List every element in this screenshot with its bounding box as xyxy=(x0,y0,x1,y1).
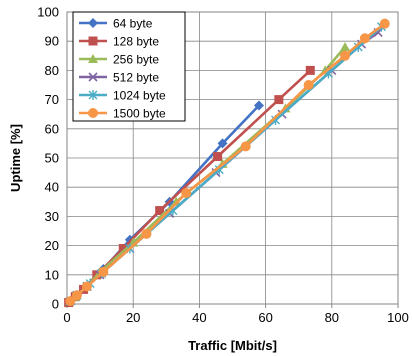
data-point-1500-byte xyxy=(303,80,314,90)
x-tick-label: 20 xyxy=(126,310,140,325)
x-tick-label: 0 xyxy=(63,310,70,325)
legend-item-64-byte: 64 byte xyxy=(79,17,153,31)
data-point-256-byte xyxy=(340,42,351,52)
y-tick-label: 60 xyxy=(45,121,59,136)
legend-label: 512 byte xyxy=(113,71,159,85)
data-point-1500-byte xyxy=(65,296,76,307)
legend-marker xyxy=(88,18,98,28)
legend-marker xyxy=(88,72,98,82)
x-axis-title: Traffic [Mbit/s] xyxy=(188,338,277,353)
data-point-128-byte xyxy=(305,65,315,75)
data-point-64-byte xyxy=(217,138,228,149)
y-tick-label: 70 xyxy=(45,92,59,107)
legend-item-128-byte: 128 byte xyxy=(79,35,159,49)
legend-label: 1024 byte xyxy=(113,89,166,103)
data-point-128-byte xyxy=(274,95,284,105)
data-point-64-byte xyxy=(253,100,264,111)
y-tick-label: 100 xyxy=(37,5,59,20)
y-tick-label: 20 xyxy=(45,238,59,253)
y-axis-title: Uptime [%] xyxy=(8,124,23,192)
y-tick-label: 80 xyxy=(45,63,59,78)
y-tick-label: 40 xyxy=(45,180,59,195)
legend-item-256-byte: 256 byte xyxy=(79,53,159,67)
data-point-1500-byte xyxy=(379,18,390,29)
legend-box xyxy=(72,11,186,122)
legend-item-512-byte: 512 byte xyxy=(79,71,159,85)
y-tick-label: 10 xyxy=(45,267,59,282)
y-tick-label: 50 xyxy=(45,151,59,166)
data-point-128-byte xyxy=(213,152,223,162)
x-tick-label: 40 xyxy=(192,310,206,325)
legend-label: 128 byte xyxy=(113,35,159,49)
data-point-1500-byte xyxy=(181,188,192,199)
data-point-1500-byte xyxy=(240,141,251,152)
legend-marker xyxy=(88,90,98,100)
x-tick-label: 80 xyxy=(325,310,339,325)
data-point-1500-byte xyxy=(141,228,152,239)
series-1500-byte xyxy=(65,18,390,307)
legend-marker xyxy=(88,36,98,46)
legend-label: 1500 byte xyxy=(113,107,166,121)
data-point-1500-byte xyxy=(98,266,109,277)
data-point-1500-byte xyxy=(71,290,82,301)
legend: 64 byte 128 byte 256 byte 512 byte 1024 byte… xyxy=(72,11,186,122)
data-point-128-byte xyxy=(118,244,128,254)
legend-item-1500-byte: 1500 byte xyxy=(79,107,166,121)
data-point-1500-byte xyxy=(340,50,351,61)
y-tick-label: 90 xyxy=(45,34,59,49)
axis-layer: 0 10 20 30 40 50 60 70 80 90 100 0 20 40 60 80 100 xyxy=(37,5,409,326)
legend-marker xyxy=(88,54,98,63)
data-point-256-byte xyxy=(171,196,182,206)
legend-marker xyxy=(88,108,98,118)
y-tick-label: 30 xyxy=(45,209,59,224)
x-tick-label: 60 xyxy=(258,310,272,325)
data-point-128-byte xyxy=(155,206,165,216)
legend-item-1024-byte: 1024 byte xyxy=(79,89,166,103)
data-point-1500-byte xyxy=(359,33,370,44)
x-tick-label: 100 xyxy=(387,310,409,325)
y-tick-label: 0 xyxy=(52,297,59,312)
legend-label: 256 byte xyxy=(113,53,159,67)
legend-label: 64 byte xyxy=(113,17,153,31)
data-point-1500-byte xyxy=(81,281,92,292)
series-layer xyxy=(64,18,390,308)
